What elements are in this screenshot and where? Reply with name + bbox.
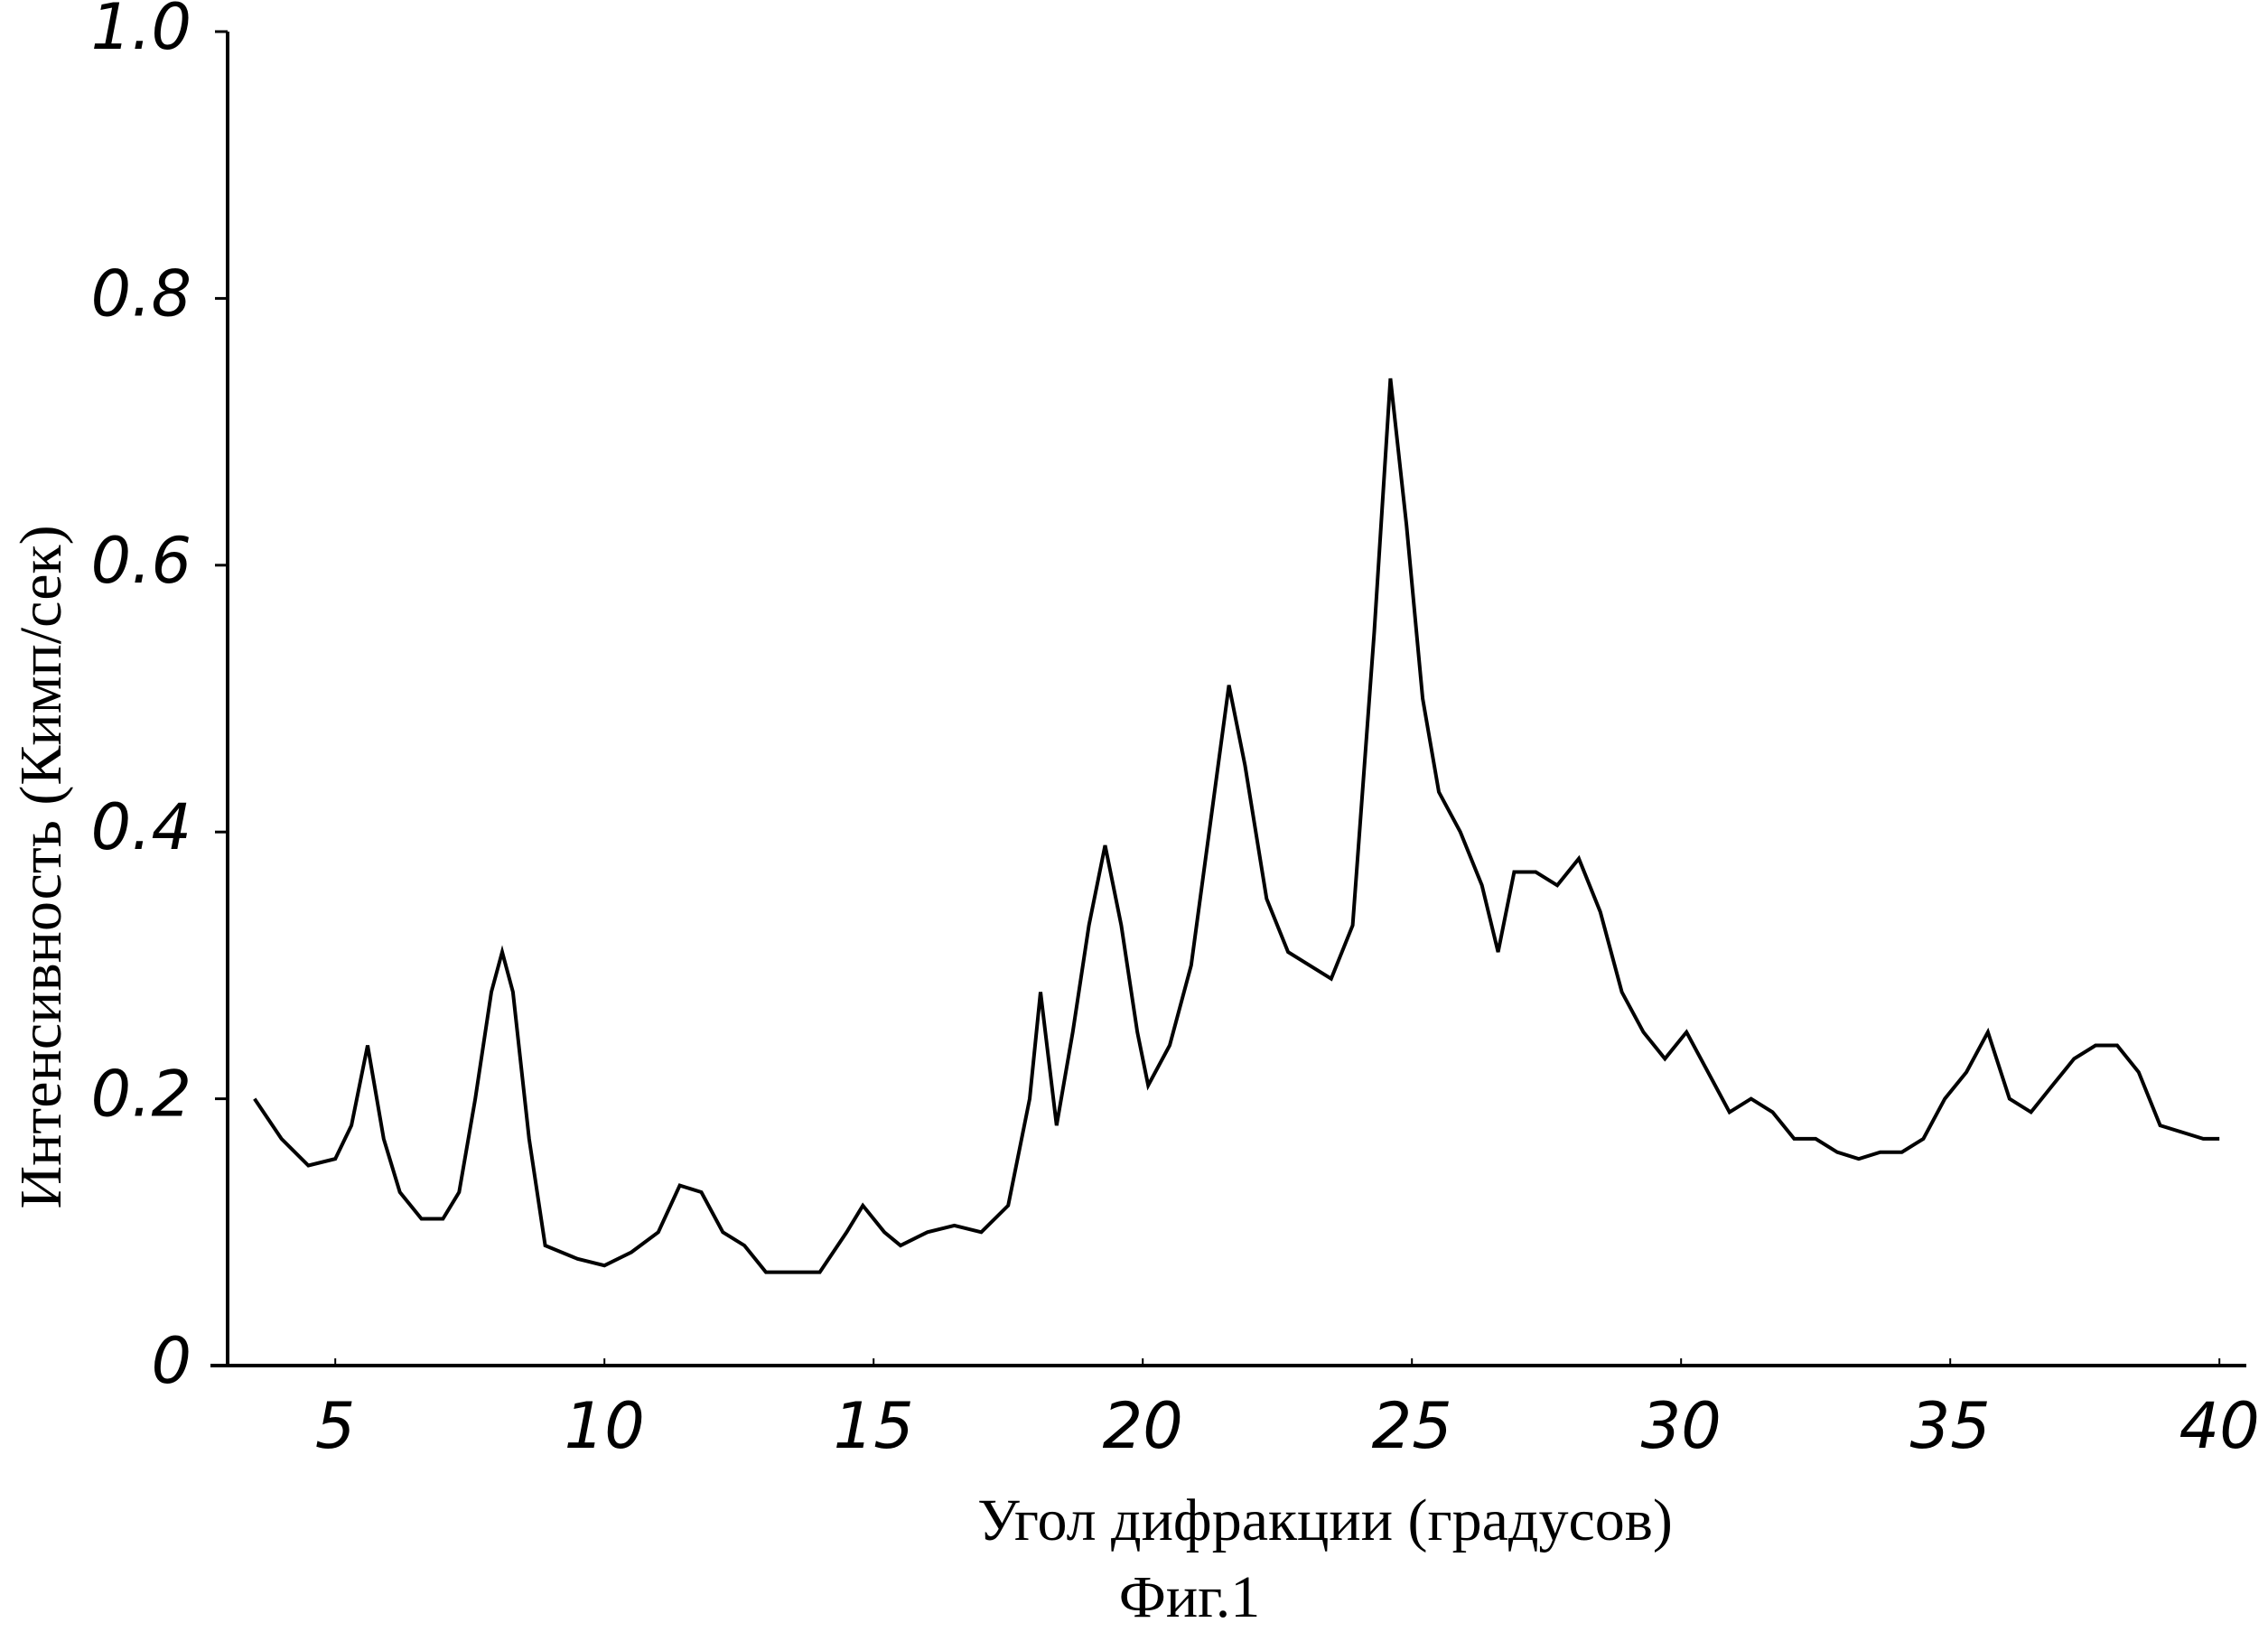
chart: Угол дифракции (градусов) Интенсивность … [0,0,2268,1632]
x-tick-label: 40 [2179,1389,2260,1463]
x-tick-label: 35 [1910,1389,1991,1463]
y-tick-label: 0.8 [91,256,191,331]
y-tick-label: 0.4 [91,790,191,864]
y-tick-label: 0.2 [91,1058,191,1132]
x-tick-label: 20 [1103,1389,1183,1463]
page: {"chart_data": { "type": "line", "x_labe… [0,0,2268,1632]
y-tick-label: 1.0 [91,0,191,64]
x-tick-label: 10 [565,1389,645,1463]
y-axis-title: Интенсивность (Кимп/сек) [8,525,74,1208]
x-tick-label: 25 [1372,1389,1452,1463]
x-tick-label: 15 [834,1389,914,1463]
x-tick-label: 30 [1641,1389,1722,1463]
y-tick-label: 0 [151,1324,191,1398]
y-tick-label: 0.6 [91,524,191,598]
x-axis-title: Угол дифракции (градусов) [977,1487,1673,1553]
x-tick-label: 5 [315,1389,356,1463]
caption: Фиг.1 [1119,1564,1261,1630]
data-line [255,378,2219,1273]
